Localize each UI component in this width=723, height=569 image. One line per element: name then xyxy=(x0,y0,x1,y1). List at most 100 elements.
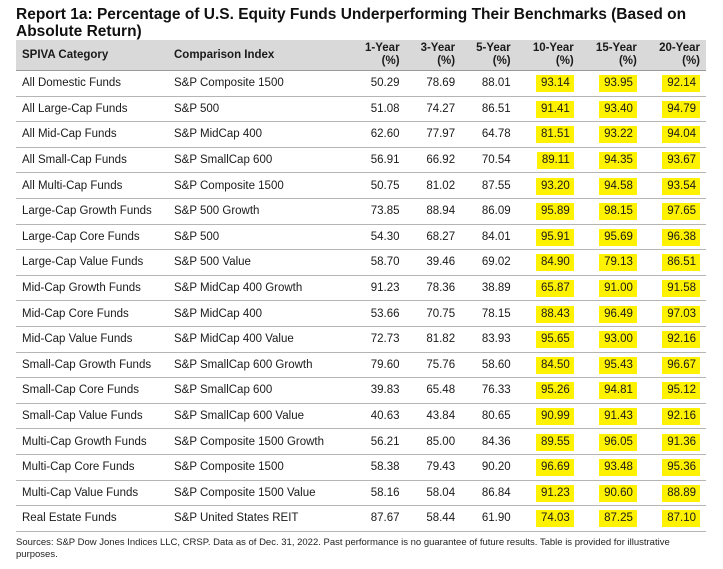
cell-5-year: 38.89 xyxy=(461,275,517,302)
cell-20-year: 93.54 xyxy=(642,172,706,199)
cell-5-year: 88.01 xyxy=(461,70,517,97)
cell-10-year: 74.03 xyxy=(516,505,580,532)
cell-category: Small-Cap Value Funds xyxy=(16,403,168,430)
cell-15-year: 93.00 xyxy=(579,326,643,353)
spiva-table: SPIVA Category Comparison Index 1-Year (… xyxy=(16,40,706,532)
highlighted-value: 93.14 xyxy=(535,75,574,93)
cell-15-year: 79.13 xyxy=(579,249,643,276)
cell-comparison-index: S&P MidCap 400 xyxy=(168,121,350,148)
highlighted-value: 89.55 xyxy=(535,433,574,451)
cell-category: All Multi-Cap Funds xyxy=(16,172,168,199)
header-1-year: 1-Year (%) xyxy=(350,40,406,71)
highlighted-value: 95.36 xyxy=(662,459,700,477)
highlighted-value: 93.20 xyxy=(535,177,574,195)
cell-15-year: 94.58 xyxy=(579,172,643,199)
cell-3-year: 58.04 xyxy=(405,480,462,507)
highlighted-value: 96.67 xyxy=(662,356,700,374)
cell-category: Mid-Cap Value Funds xyxy=(16,326,168,353)
footnote: Sources: S&P Dow Jones Indices LLC, CRSP… xyxy=(16,537,670,560)
cell-3-year: 88.94 xyxy=(405,198,462,225)
cell-1-year: 53.66 xyxy=(350,300,406,327)
cell-15-year: 96.49 xyxy=(579,300,643,327)
cell-10-year: 93.20 xyxy=(516,172,580,199)
cell-15-year: 93.48 xyxy=(579,454,643,481)
highlighted-value: 95.43 xyxy=(599,356,637,374)
cell-20-year: 92.14 xyxy=(642,70,706,97)
cell-1-year: 58.16 xyxy=(350,480,406,507)
cell-10-year: 93.14 xyxy=(516,70,580,97)
highlighted-value: 93.48 xyxy=(599,459,637,477)
table-row: Small-Cap Growth Funds S&P SmallCap 600 G… xyxy=(16,352,706,379)
highlighted-value: 97.03 xyxy=(662,305,700,323)
cell-20-year: 97.65 xyxy=(642,198,706,225)
highlighted-value: 74.03 xyxy=(535,510,574,528)
cell-category: Multi-Cap Core Funds xyxy=(16,454,168,481)
cell-1-year: 56.91 xyxy=(350,147,406,174)
cell-5-year: 80.65 xyxy=(461,403,517,430)
cell-5-year: 84.01 xyxy=(461,224,517,251)
cell-5-year: 87.55 xyxy=(461,172,517,199)
cell-20-year: 87.10 xyxy=(642,505,706,532)
cell-3-year: 74.27 xyxy=(405,96,462,123)
cell-5-year: 69.02 xyxy=(461,249,517,276)
cell-15-year: 91.00 xyxy=(579,275,643,302)
highlighted-value: 84.50 xyxy=(535,356,574,374)
cell-category: Multi-Cap Value Funds xyxy=(16,480,168,507)
cell-3-year: 68.27 xyxy=(405,224,462,251)
highlighted-value: 87.25 xyxy=(599,510,637,528)
cell-3-year: 79.43 xyxy=(405,454,462,481)
highlighted-value: 90.60 xyxy=(599,484,637,502)
cell-category: Multi-Cap Growth Funds xyxy=(16,428,168,455)
header-spiva-category: SPIVA Category xyxy=(16,40,168,71)
cell-comparison-index: S&P SmallCap 600 Value xyxy=(168,403,350,430)
table-row: Mid-Cap Value Funds S&P MidCap 400 Value 7… xyxy=(16,326,706,353)
cell-3-year: 70.75 xyxy=(405,300,462,327)
cell-15-year: 94.35 xyxy=(579,147,643,174)
cell-15-year: 93.40 xyxy=(579,96,643,123)
highlighted-value: 96.38 xyxy=(662,228,700,246)
cell-5-year: 61.90 xyxy=(461,505,517,532)
highlighted-value: 94.58 xyxy=(599,177,637,195)
cell-20-year: 91.36 xyxy=(642,428,706,455)
cell-category: Large-Cap Value Funds xyxy=(16,249,168,276)
header-20-year: 20-Year (%) xyxy=(642,40,706,71)
highlighted-value: 94.35 xyxy=(599,152,637,170)
cell-category: Real Estate Funds xyxy=(16,505,168,532)
cell-3-year: 78.36 xyxy=(405,275,462,302)
cell-5-year: 58.60 xyxy=(461,352,517,379)
cell-3-year: 43.84 xyxy=(405,403,462,430)
cell-15-year: 94.81 xyxy=(579,377,643,404)
table-row: Large-Cap Value Funds S&P 500 Value 58.70 3… xyxy=(16,249,706,276)
cell-3-year: 39.46 xyxy=(405,249,462,276)
cell-1-year: 50.75 xyxy=(350,172,406,199)
table-row: Small-Cap Value Funds S&P SmallCap 600 Va… xyxy=(16,403,706,430)
cell-10-year: 84.90 xyxy=(516,249,580,276)
cell-20-year: 96.38 xyxy=(642,224,706,251)
table-row: Multi-Cap Value Funds S&P Composite 1500 … xyxy=(16,480,706,507)
highlighted-value: 93.00 xyxy=(599,331,637,349)
cell-20-year: 92.16 xyxy=(642,326,706,353)
highlighted-value: 91.43 xyxy=(599,408,637,426)
highlighted-value: 93.67 xyxy=(662,152,700,170)
report-title: Report 1a: Percentage of U.S. Equity Fun… xyxy=(16,6,687,40)
cell-1-year: 58.38 xyxy=(350,454,406,481)
table-row: Multi-Cap Growth Funds S&P Composite 1500… xyxy=(16,428,706,455)
table-row: Small-Cap Core Funds S&P SmallCap 600 39.8… xyxy=(16,377,706,404)
cell-15-year: 87.25 xyxy=(579,505,643,532)
cell-category: Large-Cap Core Funds xyxy=(16,224,168,251)
highlighted-value: 94.79 xyxy=(662,100,700,118)
cell-15-year: 93.95 xyxy=(579,70,643,97)
cell-comparison-index: S&P 500 Growth xyxy=(168,198,350,225)
table-row: Mid-Cap Growth Funds S&P MidCap 400 Growt… xyxy=(16,275,706,302)
highlighted-value: 92.16 xyxy=(662,331,700,349)
cell-5-year: 86.09 xyxy=(461,198,517,225)
highlighted-value: 88.89 xyxy=(662,484,700,502)
cell-1-year: 51.08 xyxy=(350,96,406,123)
cell-category: All Domestic Funds xyxy=(16,70,168,97)
cell-10-year: 65.87 xyxy=(516,275,580,302)
cell-1-year: 72.73 xyxy=(350,326,406,353)
cell-1-year: 54.30 xyxy=(350,224,406,251)
cell-10-year: 91.23 xyxy=(516,480,580,507)
cell-1-year: 73.85 xyxy=(350,198,406,225)
